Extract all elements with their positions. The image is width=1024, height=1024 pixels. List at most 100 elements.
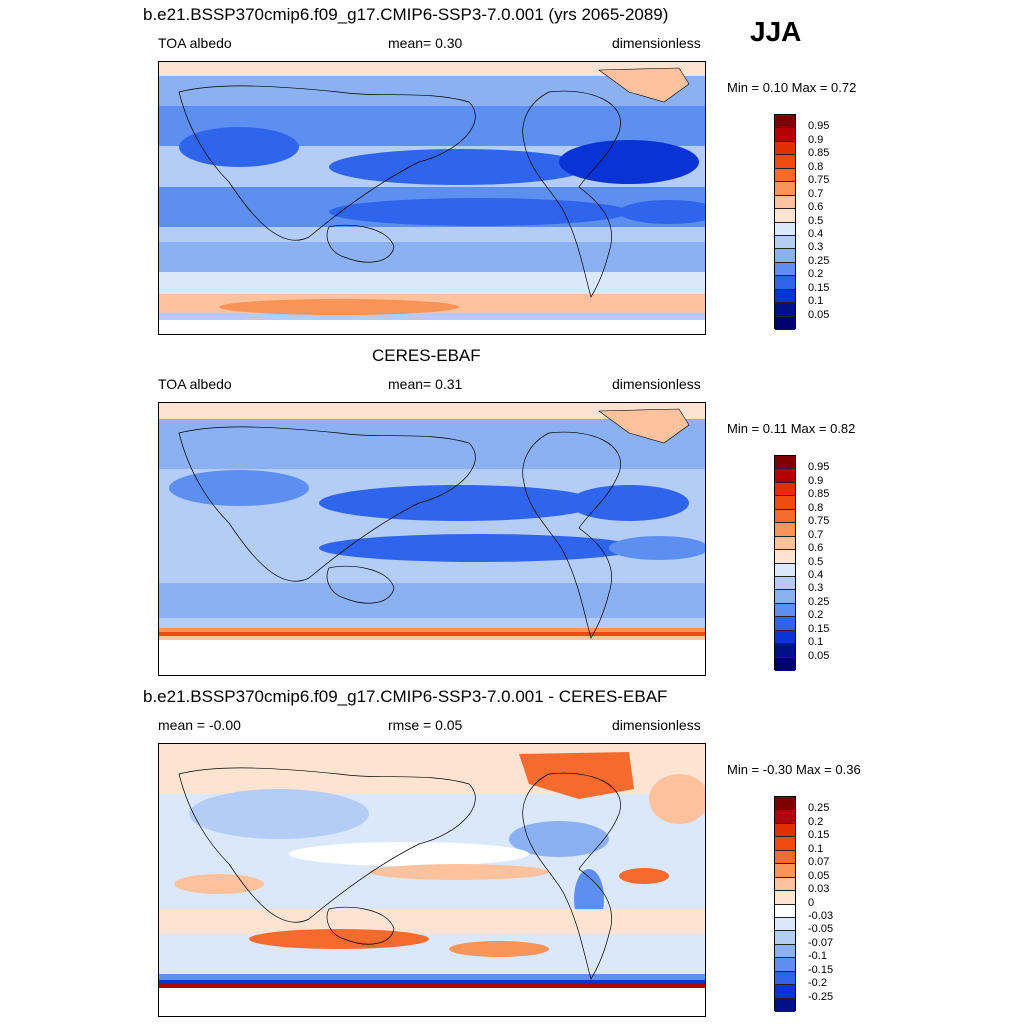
colorbar-tick-label: 0.8: [808, 160, 824, 173]
colorbar-tick-label: 0.85: [808, 488, 830, 501]
colorbar-tick-label: 0.15: [808, 622, 830, 635]
colorbar-segment: [775, 958, 795, 972]
colorbar-tick-label: 0: [808, 896, 815, 909]
colorbar-segment: [775, 235, 795, 250]
colorbar-segment: [775, 603, 795, 618]
colorbar-segment: [775, 917, 795, 932]
colorbar-segment: [775, 276, 795, 290]
colorbar-segment: [775, 209, 795, 223]
colorbar-segment: [775, 563, 795, 577]
colorbar-tick-label: 0.05: [808, 649, 830, 662]
colorbar-tick-label: -0.25: [808, 990, 834, 1003]
colorbar-tick-label: 0.9: [808, 133, 824, 146]
colorbar-tick-label: 0.03: [808, 883, 830, 896]
panel-1-minmax: Min = 0.10 Max = 0.72: [727, 80, 857, 95]
panel-3-rmse-label: rmse = 0.05: [388, 717, 463, 733]
colorbar-segment: [775, 657, 795, 671]
colorbar-tick-label: 0.3: [808, 582, 824, 595]
colorbar-segment: [775, 523, 795, 537]
panel-1-title: b.e21.BSSP370cmip6.f09_g17.CMIP6-SSP3-7.…: [143, 5, 669, 24]
colorbar-tick-label: -0.1: [808, 950, 827, 963]
colorbar-segment: [775, 985, 795, 999]
panel-3-minmax: Min = -0.30 Max = 0.36: [727, 762, 861, 777]
colorbar-segment: [775, 168, 795, 183]
colorbar-segment: [775, 931, 795, 945]
colorbar-tick-label: 0.25: [808, 802, 830, 815]
panel-1-variable-label: TOA albedo: [158, 35, 232, 51]
colorbar-tick-label: 0.15: [808, 829, 830, 842]
colorbar-tick-label: 0.1: [808, 295, 824, 308]
colorbar-segment: [775, 182, 795, 196]
colorbar-segment: [775, 998, 795, 1012]
colorbar-segment: [775, 115, 795, 129]
colorbar-tick-label: 0.2: [808, 268, 824, 281]
colorbar-tick-label: 0.6: [808, 201, 824, 214]
colorbar-segment: [775, 249, 795, 263]
colorbar-segment: [775, 128, 795, 142]
colorbar-tick-label: 0.1: [808, 842, 824, 855]
colorbar-tick-label: 0.07: [808, 856, 830, 869]
panel-1-colorbar: [774, 114, 796, 330]
colorbar-tick-label: 0.95: [808, 461, 830, 474]
colorbar-tick-label: 0.1: [808, 636, 824, 649]
panel-1-map: [158, 61, 706, 335]
panel-3-units-label: dimensionless: [612, 717, 701, 733]
panel-2-variable-label: TOA albedo: [158, 376, 232, 392]
colorbar-tick-label: 0.85: [808, 147, 830, 160]
colorbar-tick-label: 0.7: [808, 528, 824, 541]
colorbar-tick-label: -0.03: [808, 909, 834, 922]
colorbar-segment: [775, 644, 795, 658]
colorbar-segment: [775, 823, 795, 838]
colorbar-segment: [775, 864, 795, 878]
panel-1-mean-label: mean= 0.30: [388, 35, 463, 51]
colorbar-tick-label: 0.95: [808, 120, 830, 133]
colorbar-tick-label: 0.5: [808, 214, 824, 227]
colorbar-tick-label: 0.3: [808, 241, 824, 254]
colorbar-segment: [775, 590, 795, 604]
colorbar-segment: [775, 509, 795, 524]
colorbar-segment: [775, 617, 795, 631]
colorbar-tick-label: 0.2: [808, 609, 824, 622]
colorbar-segment: [775, 536, 795, 551]
panel-3-map-field: [159, 744, 705, 1016]
panel-3-colorbar: [774, 796, 796, 1012]
colorbar-segment: [775, 456, 795, 470]
colorbar-tick-label: -0.2: [808, 977, 827, 990]
colorbar-segment: [775, 550, 795, 564]
colorbar-tick-label: 0.4: [808, 227, 824, 240]
colorbar-tick-label: 0.5: [808, 555, 824, 568]
colorbar-tick-label: 0.25: [808, 254, 830, 267]
colorbar-segment: [775, 837, 795, 851]
colorbar-segment: [775, 971, 795, 986]
colorbar-tick-label: -0.05: [808, 923, 834, 936]
panel-3-map: [158, 743, 706, 1017]
colorbar-segment: [775, 944, 795, 959]
colorbar-tick-label: 0.8: [808, 501, 824, 514]
colorbar-tick-label: 0.6: [808, 542, 824, 555]
colorbar-segment: [775, 576, 795, 591]
panel-1-map-field: [159, 62, 705, 334]
colorbar-tick-label: 0.05: [808, 869, 830, 882]
colorbar-tick-label: 0.2: [808, 815, 824, 828]
colorbar-segment: [775, 141, 795, 156]
panel-2-map: [158, 402, 706, 676]
panel-1-units-label: dimensionless: [612, 35, 701, 51]
panel-3-mean-label: mean = -0.00: [158, 717, 241, 733]
colorbar-segment: [775, 877, 795, 892]
panel-2-minmax: Min = 0.11 Max = 0.82: [727, 421, 856, 436]
panel-3-title: b.e21.BSSP370cmip6.f09_g17.CMIP6-SSP3-7.…: [143, 687, 668, 706]
colorbar-segment: [775, 482, 795, 497]
colorbar-tick-label: 0.4: [808, 568, 824, 581]
colorbar-segment: [775, 850, 795, 865]
colorbar-segment: [775, 904, 795, 918]
season-label: JJA: [750, 16, 802, 47]
panel-2-title: CERES-EBAF: [372, 346, 481, 365]
colorbar-segment: [775, 222, 795, 236]
colorbar-segment: [775, 155, 795, 169]
colorbar-tick-label: 0.05: [808, 308, 830, 321]
colorbar-segment: [775, 797, 795, 811]
colorbar-segment: [775, 469, 795, 483]
colorbar-segment: [775, 891, 795, 905]
colorbar-segment: [775, 810, 795, 824]
colorbar-segment: [775, 316, 795, 330]
